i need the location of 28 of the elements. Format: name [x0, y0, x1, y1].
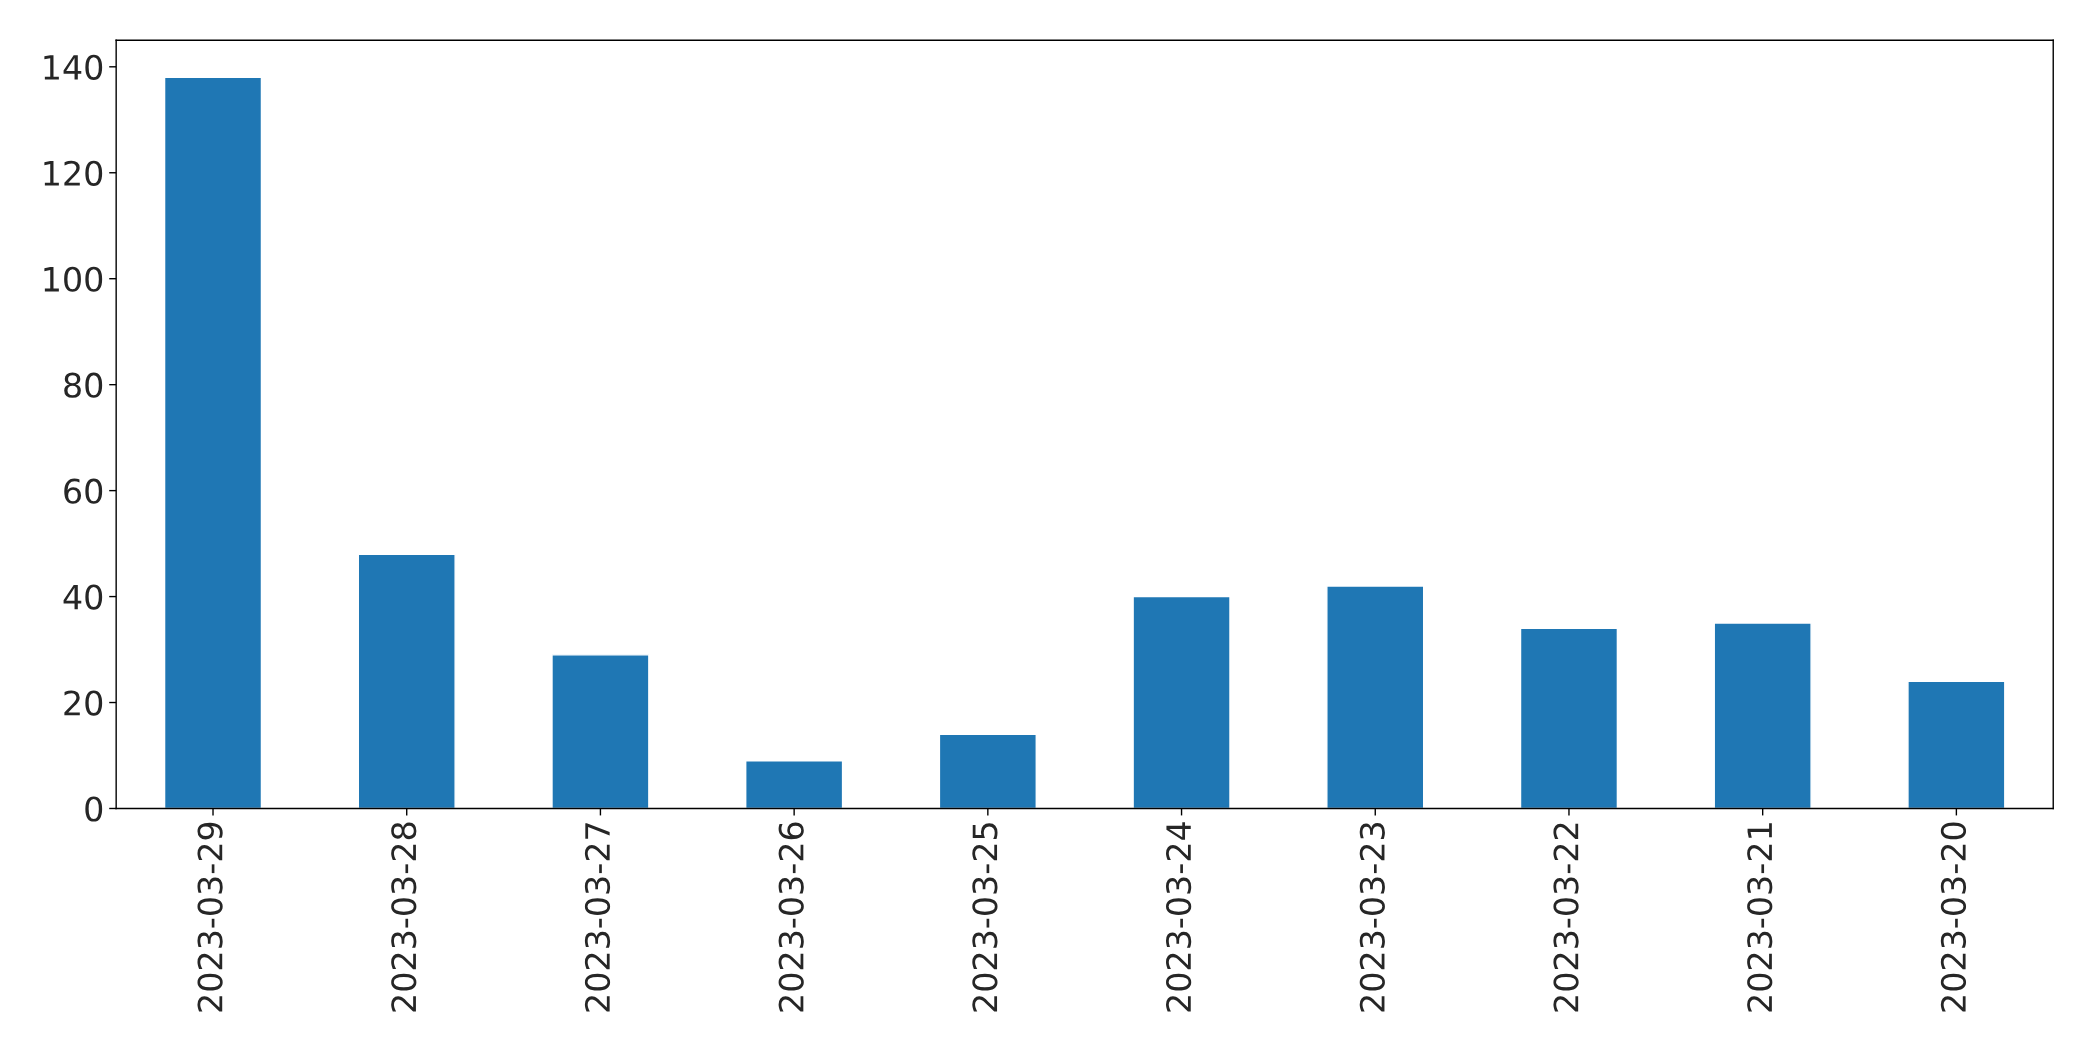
y-tick-label: 100 [44, 266, 103, 292]
bar [1132, 595, 1231, 809]
x-tick-label: 2023-03-21 [1747, 823, 1773, 1012]
y-tick-label: 40 [63, 584, 103, 610]
x-tick-label: 2023-03-22 [1553, 823, 1579, 1012]
y-tick-label: 0 [85, 796, 103, 822]
x-tick-label: 2023-03-26 [778, 822, 804, 1012]
bar [163, 76, 263, 809]
bar [1907, 680, 2006, 809]
x-tick-label: 2023-03-23 [1359, 822, 1385, 1012]
bar [1713, 622, 1812, 809]
y-tick-label: 140 [44, 54, 103, 80]
y-tick-label: 80 [64, 372, 103, 398]
bar [357, 553, 456, 809]
y-tick-label: 60 [64, 478, 103, 504]
y-tick-label: 20 [64, 690, 103, 716]
bar [1519, 627, 1619, 809]
x-tick-label: 2023-03-27 [584, 823, 611, 1012]
x-tick-label: 2023-03-20 [1940, 822, 1967, 1012]
bar [745, 760, 844, 809]
x-tick-label: 2023-03-29 [197, 822, 223, 1012]
x-tick-label: 2023-03-24 [1166, 822, 1192, 1012]
bar [551, 654, 650, 809]
x-tick-label: 2023-03-25 [972, 823, 998, 1012]
bar [938, 733, 1037, 809]
x-tick-label: 2023-03-28 [391, 822, 417, 1012]
bar [1326, 585, 1425, 809]
y-tick-label: 120 [44, 160, 103, 186]
